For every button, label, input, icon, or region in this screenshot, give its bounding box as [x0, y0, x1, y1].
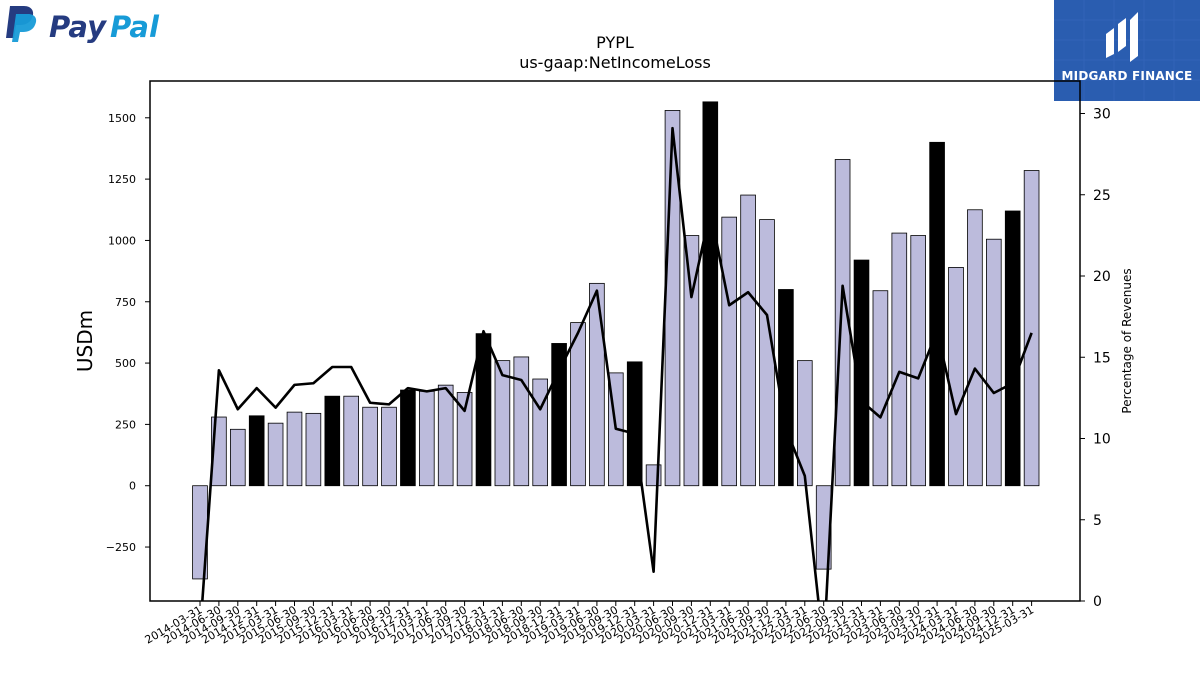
y-axis-left: −250 0 250 500 750 1000 1250 1500	[106, 112, 150, 554]
y2-axis-label: Percentage of Revenues	[1120, 268, 1134, 413]
bar	[929, 141, 945, 487]
plot-frame	[149, 80, 1081, 602]
y2-tick-label: 5	[1093, 513, 1102, 529]
bar	[910, 235, 926, 487]
y-axis-right: 0 5 10 15 20 25 30	[1080, 107, 1111, 610]
bar	[418, 390, 435, 487]
paypal-text-pal: Pal	[110, 10, 160, 44]
y2-tick-label: 10	[1093, 432, 1111, 448]
bar	[248, 415, 265, 487]
paypal-text-pay: Pay	[49, 10, 107, 44]
bar	[551, 343, 567, 487]
bar	[437, 384, 454, 487]
bar	[229, 428, 246, 487]
paypal-p-shadow-icon	[12, 14, 37, 42]
bar	[872, 290, 889, 487]
bar	[267, 422, 284, 487]
chart-title: PYPL	[596, 33, 634, 52]
paypal-logo: Pay Pal	[4, 4, 174, 46]
bar	[362, 406, 378, 487]
y-tick-label: 500	[115, 357, 136, 370]
bar	[1004, 210, 1021, 487]
bar	[797, 360, 813, 487]
bar	[286, 411, 303, 487]
bar	[721, 216, 737, 487]
y2-tick-label: 15	[1093, 350, 1111, 366]
bar	[532, 378, 548, 487]
bar	[834, 159, 851, 487]
y-tick-label: 0	[129, 480, 136, 493]
midgard-finance-text: MIDGARD FINANCE	[1061, 69, 1193, 83]
bar	[400, 389, 416, 487]
bar	[343, 395, 359, 487]
y2-tick-label: 30	[1093, 107, 1111, 123]
y2-tick-label: 0	[1093, 594, 1102, 610]
bar	[381, 406, 397, 487]
y-tick-label: 1500	[108, 112, 136, 125]
bar	[1023, 170, 1040, 487]
bar	[778, 289, 794, 487]
y-tick-label: −250	[106, 541, 136, 554]
midgard-m-icon	[1106, 12, 1138, 62]
bar	[702, 101, 719, 487]
bar	[305, 412, 322, 487]
bar	[570, 322, 586, 487]
bar	[683, 235, 700, 487]
y2-tick-label: 25	[1093, 188, 1111, 204]
bar	[967, 209, 983, 487]
line-layer	[201, 126, 1033, 601]
bar	[494, 360, 511, 487]
y-tick-label: 750	[115, 296, 136, 309]
bar	[324, 395, 341, 487]
bar	[456, 392, 473, 487]
bar	[891, 232, 908, 487]
bar	[853, 259, 870, 487]
x-axis: 2014-03-312014-06-302014-09-302014-12-31…	[143, 601, 1036, 647]
bar	[740, 194, 756, 487]
line-series	[201, 126, 1033, 601]
y-tick-label: 250	[115, 418, 136, 431]
y2-tick-label: 20	[1093, 269, 1111, 285]
bar	[513, 356, 530, 487]
y-tick-label: 1250	[108, 173, 136, 186]
bar	[948, 267, 964, 487]
y-tick-label: 1000	[108, 234, 136, 247]
midgard-finance-logo: MIDGARD FINANCE	[1054, 0, 1200, 101]
bars-layer	[192, 101, 1040, 580]
y-axis-label: USDm	[73, 310, 97, 372]
bar	[986, 238, 1002, 487]
chart-subtitle: us-gaap:NetIncomeLoss	[519, 53, 711, 72]
midgard-grid-pattern	[1054, 0, 1200, 101]
bar	[589, 282, 605, 487]
